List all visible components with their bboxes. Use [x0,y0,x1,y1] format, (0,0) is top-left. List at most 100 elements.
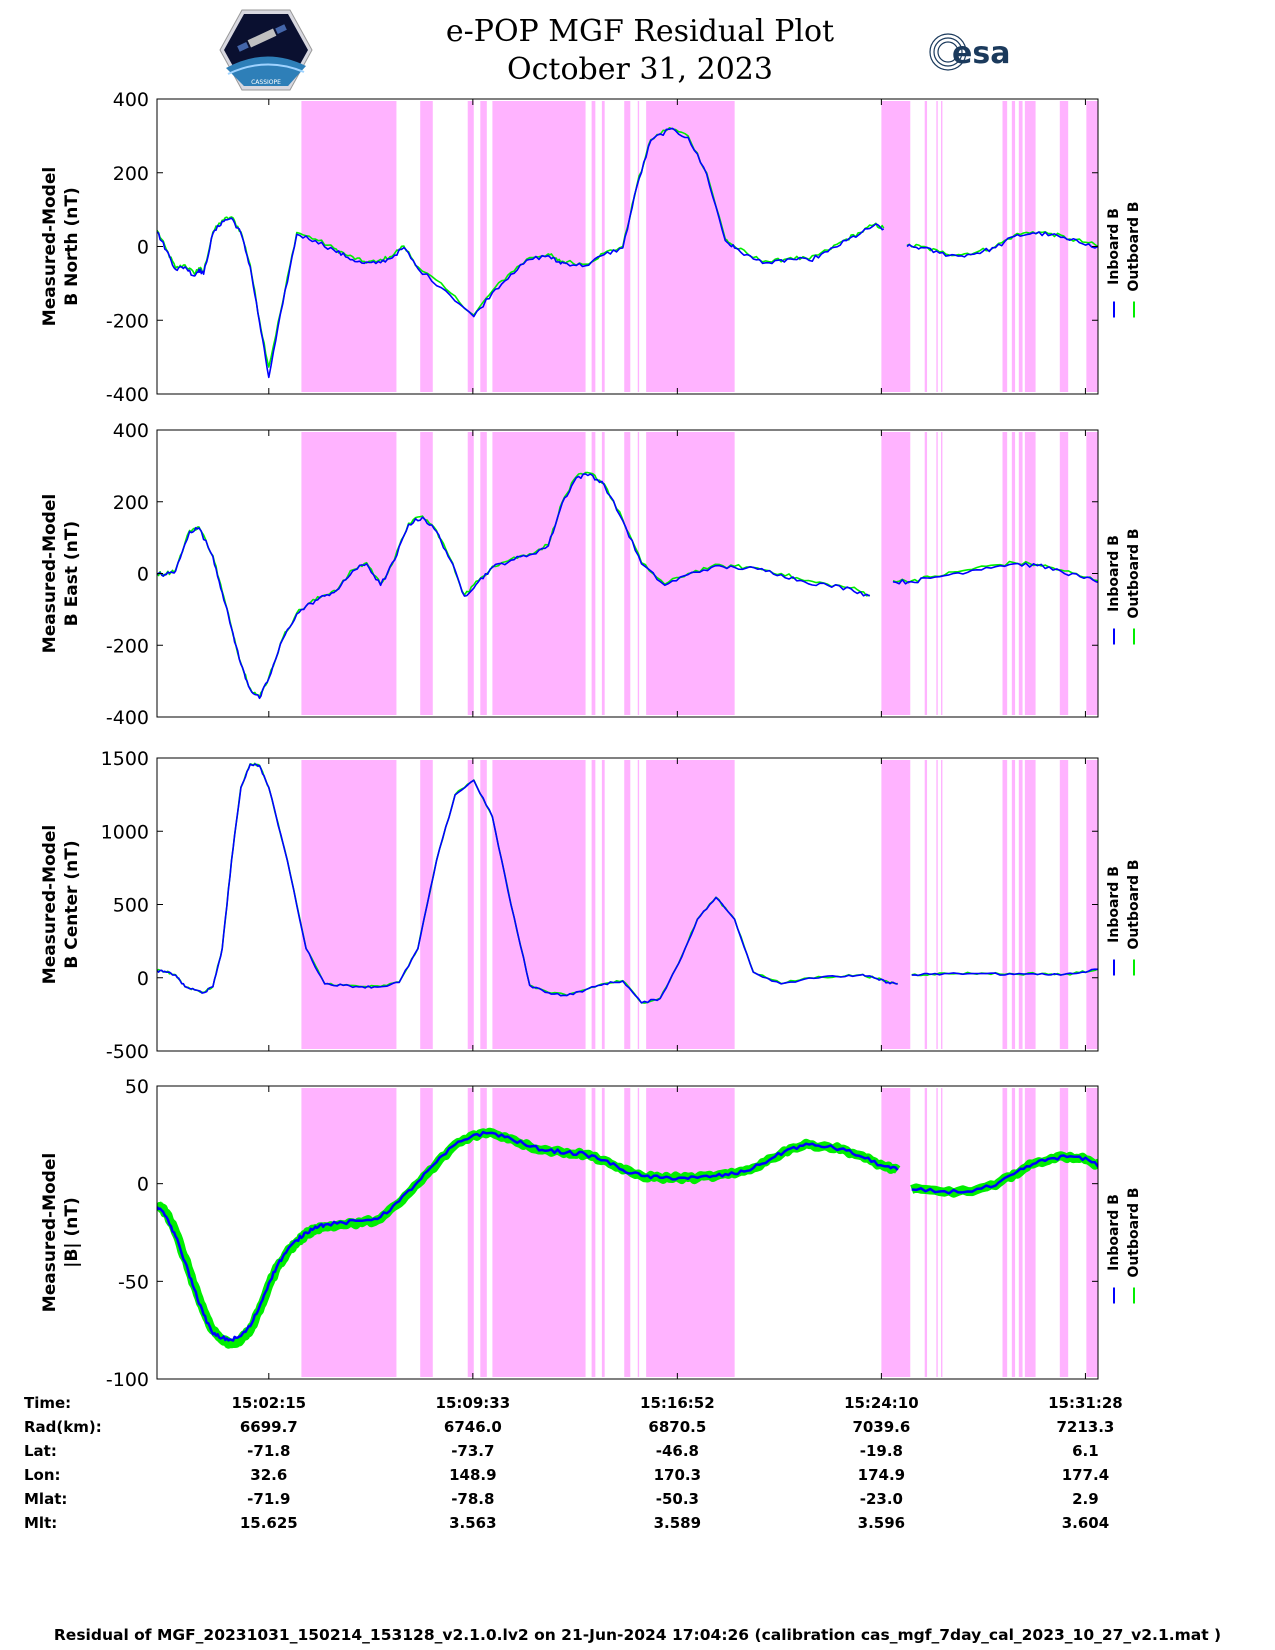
info-cell: 7039.6 [852,1418,910,1436]
info-cell: 3.596 [858,1514,905,1532]
y-tick-label: 200 [113,163,149,185]
shaded-interval [1024,760,1036,1049]
shaded-interval [1002,432,1008,715]
shaded-interval [646,101,735,392]
info-cell: -23.0 [860,1490,903,1508]
shaded-interval [941,101,943,392]
info-cell: 15.625 [240,1514,298,1532]
y-axis-label-line1: Measured-Model [40,167,60,326]
shaded-interval [591,1088,596,1377]
shaded-interval [924,432,928,715]
info-cell: 6870.5 [648,1418,706,1436]
shaded-interval [637,760,640,1049]
shaded-interval [467,1088,474,1377]
shaded-interval [301,760,397,1049]
cassiope-logo-text: CASSIOPE [251,79,281,86]
shaded-interval [637,101,640,392]
shaded-interval [637,1088,640,1377]
info-cell: 3.589 [654,1514,701,1532]
info-cell: -71.8 [247,1442,290,1460]
y-tick-label: -200 [106,635,149,657]
legend-label-outboard: Outboard B [1126,1187,1142,1277]
shaded-interval [936,432,938,715]
info-cell: 177.4 [1062,1466,1109,1484]
shaded-interval [924,1088,928,1377]
shaded-interval [1002,101,1008,392]
shaded-interval [492,101,586,392]
shaded-interval [1011,1088,1016,1377]
shaded-interval [941,760,943,1049]
info-cell: 32.6 [250,1466,287,1484]
info-cell: 6746.0 [444,1418,502,1436]
y-axis-label-line2: |B| (nT) [62,1197,82,1268]
info-cell: 174.9 [858,1466,905,1484]
y-tick-label: -500 [106,1041,149,1063]
y-tick-label: 0 [137,237,149,259]
footer-caption: Residual of MGF_20231031_150214_153128_v… [53,1626,1222,1644]
series-line-inboard [157,763,1098,1004]
info-cell: 15:09:33 [436,1394,511,1412]
info-row-label: Lon: [24,1466,61,1484]
axes-frame [156,1085,1099,1380]
shaded-interval [624,432,631,715]
info-cell: 7213.3 [1056,1418,1114,1436]
info-cell: -46.8 [656,1442,699,1460]
info-cell: 3.604 [1062,1514,1109,1532]
info-row-label: Time: [24,1394,71,1412]
y-axis-label: Measured-Model B East (nT) [40,494,82,653]
info-cell: 170.3 [654,1466,701,1484]
shaded-interval [1018,760,1023,1049]
y-tick-label: 50 [125,1076,149,1098]
y-tick-label: -100 [106,1369,149,1391]
shaded-interval [646,1088,735,1377]
shaded-interval [1011,432,1016,715]
y-axis-label-line2: B North (nT) [62,187,82,306]
shaded-interval [936,101,938,392]
y-tick-label: -200 [106,310,149,332]
shaded-interval [492,760,586,1049]
shaded-interval [1018,432,1023,715]
shaded-interval [492,432,586,715]
shaded-interval [1024,432,1036,715]
shaded-interval [480,1088,487,1377]
info-row-label: Lat: [24,1442,57,1460]
info-cell: 15:02:15 [231,1394,306,1412]
panel-b-center: 1500 1000 500 0 -500 Measured-Model B Center (… [40,748,1142,1063]
y-tick-label: 1500 [101,748,149,770]
info-row-label: Mlat: [24,1490,67,1508]
shaded-interval [1024,1088,1036,1377]
plot-title: e-POP MGF Residual Plot [445,14,835,49]
panel-b-north: 400 200 0 -200 -400 Measured-Model B North (nT… [40,89,1142,406]
shaded-interval [936,1088,938,1377]
shaded-interval [591,101,596,392]
shaded-interval [480,101,487,392]
esa-logo: esa [929,33,1010,71]
shaded-interval [467,432,474,715]
panel-b-east: 400 200 0 -200 -400 Measured-Model B East (nT)… [40,420,1142,729]
shaded-interval [591,432,596,715]
y-tick-label: 0 [137,564,149,586]
shaded-interval [881,101,911,392]
legend-label-inboard: Inboard B [1106,208,1122,285]
info-cell: 148.9 [449,1466,496,1484]
y-axis-label-line1: Measured-Model [40,494,60,653]
shaded-interval [601,760,605,1049]
y-tick-label: 1000 [101,821,149,843]
y-tick-label: 0 [137,968,149,990]
y-tick-label: 400 [113,89,149,111]
legend-label-inboard: Inboard B [1106,866,1122,943]
y-axis-label-line1: Measured-Model [40,1153,60,1312]
shaded-interval [301,101,397,392]
shaded-interval [1018,101,1023,392]
info-cell: -78.8 [451,1490,494,1508]
cassiope-logo: CASSIOPE [219,9,313,91]
y-tick-label: 500 [113,895,149,917]
y-tick-label: -400 [106,384,149,406]
info-cell: -19.8 [860,1442,903,1460]
legend-label-inboard: Inboard B [1106,1194,1122,1271]
y-axis-label: Measured-Model B Center (nT) [40,825,82,984]
shaded-interval [1059,1088,1069,1377]
legend-label-outboard: Outboard B [1126,201,1142,291]
shaded-interval [941,1088,943,1377]
shaded-interval [881,1088,911,1377]
